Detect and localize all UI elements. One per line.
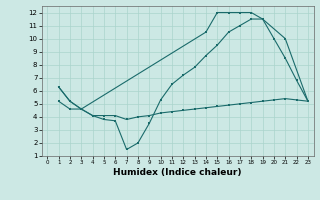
X-axis label: Humidex (Indice chaleur): Humidex (Indice chaleur) [113, 168, 242, 177]
